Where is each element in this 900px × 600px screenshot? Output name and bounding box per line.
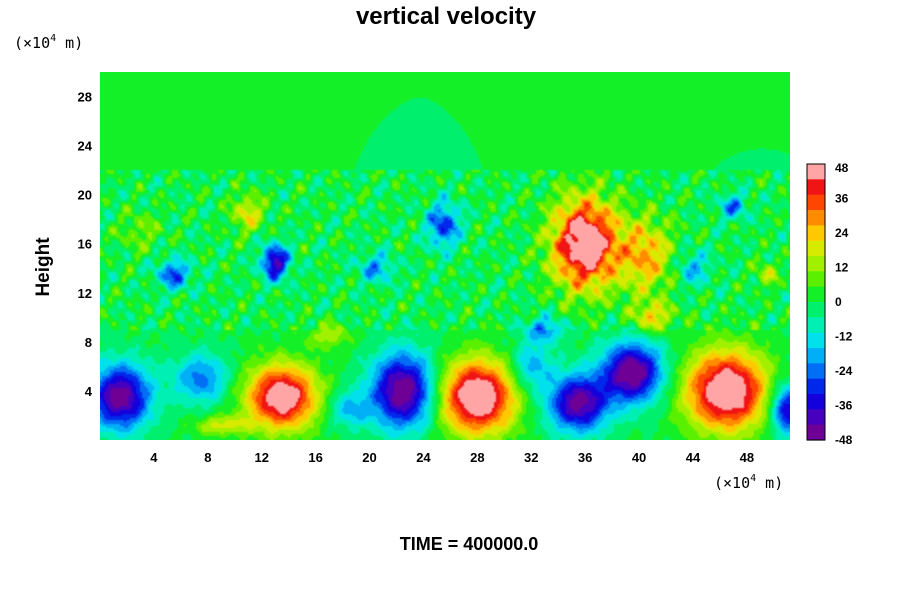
colorbar-frame <box>806 163 826 441</box>
x-tick-label: 8 <box>204 450 211 465</box>
y-tick-label: 16 <box>78 237 92 252</box>
x-tick-label: 44 <box>686 450 701 465</box>
colorbar-band <box>807 302 825 318</box>
y-tick-label: 4 <box>85 384 93 399</box>
colorbar-band <box>807 378 825 395</box>
x-tick-label: 24 <box>416 450 431 465</box>
x-tick-label: 40 <box>632 450 646 465</box>
colorbar-tick-label: 12 <box>835 261 849 275</box>
colorbar-band <box>807 164 825 180</box>
colorbar-band <box>807 363 825 380</box>
colorbar-band <box>807 409 825 426</box>
colorbar-band <box>807 256 825 272</box>
colorbar-band <box>807 225 825 242</box>
colorbar-band <box>807 332 825 349</box>
time-label: TIME = <box>400 534 464 554</box>
x-tick-label: 32 <box>524 450 538 465</box>
y-tick-label: 28 <box>78 90 92 105</box>
y-tick-label: 12 <box>78 286 92 301</box>
y-tick-label: 8 <box>85 335 92 350</box>
colorbar-tick-label: -12 <box>835 330 853 344</box>
x-tick-label: 16 <box>308 450 322 465</box>
y-tick-label: 20 <box>78 188 92 203</box>
x-tick-label: 48 <box>740 450 754 465</box>
colorbar-band <box>807 348 825 364</box>
x-tick-label: 28 <box>470 450 484 465</box>
colorbar-band <box>807 240 825 257</box>
colorbar-tick-label: -24 <box>835 364 853 378</box>
x-tick-label: 12 <box>254 450 268 465</box>
colorbar-tick-label: 24 <box>835 226 849 240</box>
y-axis-ticks: 4 8 12 16 20 24 28 <box>78 90 93 399</box>
x-tick-label: 20 <box>362 450 376 465</box>
colorbar-band <box>807 271 825 288</box>
x-axis-ticks: 4 8 12 16 20 24 28 32 36 40 44 48 <box>150 450 754 465</box>
colorbar-band <box>807 194 825 211</box>
time-annotation: TIME = 400000.0 <box>400 534 539 554</box>
x-axis-unit: (×104 m) <box>714 473 783 492</box>
colorbar-tick-label: -36 <box>835 399 853 413</box>
time-value: 400000.0 <box>463 534 538 554</box>
colorbar-band <box>807 424 825 441</box>
colorbar-ticks: 48 36 24 12 0 -12 -24 -36 -48 <box>835 161 853 447</box>
colorbar-tick-label: 48 <box>835 161 849 175</box>
colorbar-tick-label: 36 <box>835 192 849 206</box>
x-tick-label: 4 <box>150 450 158 465</box>
velocity-field <box>100 72 790 440</box>
colorbar-band <box>807 317 825 334</box>
plot-area <box>100 72 790 440</box>
colorbar-band <box>807 210 825 226</box>
x-tick-label: 36 <box>578 450 592 465</box>
colorbar <box>806 163 826 441</box>
chart-title: vertical velocity <box>356 3 537 30</box>
colorbar-tick-label: 0 <box>835 295 842 309</box>
y-tick-label: 24 <box>78 139 93 154</box>
y-axis-unit: (×104 m) <box>14 33 83 52</box>
colorbar-tick-label: -48 <box>835 433 853 447</box>
colorbar-band <box>807 179 825 196</box>
colorbar-band <box>807 286 825 303</box>
colorbar-band <box>807 394 825 410</box>
y-axis-label: Height <box>33 237 54 297</box>
